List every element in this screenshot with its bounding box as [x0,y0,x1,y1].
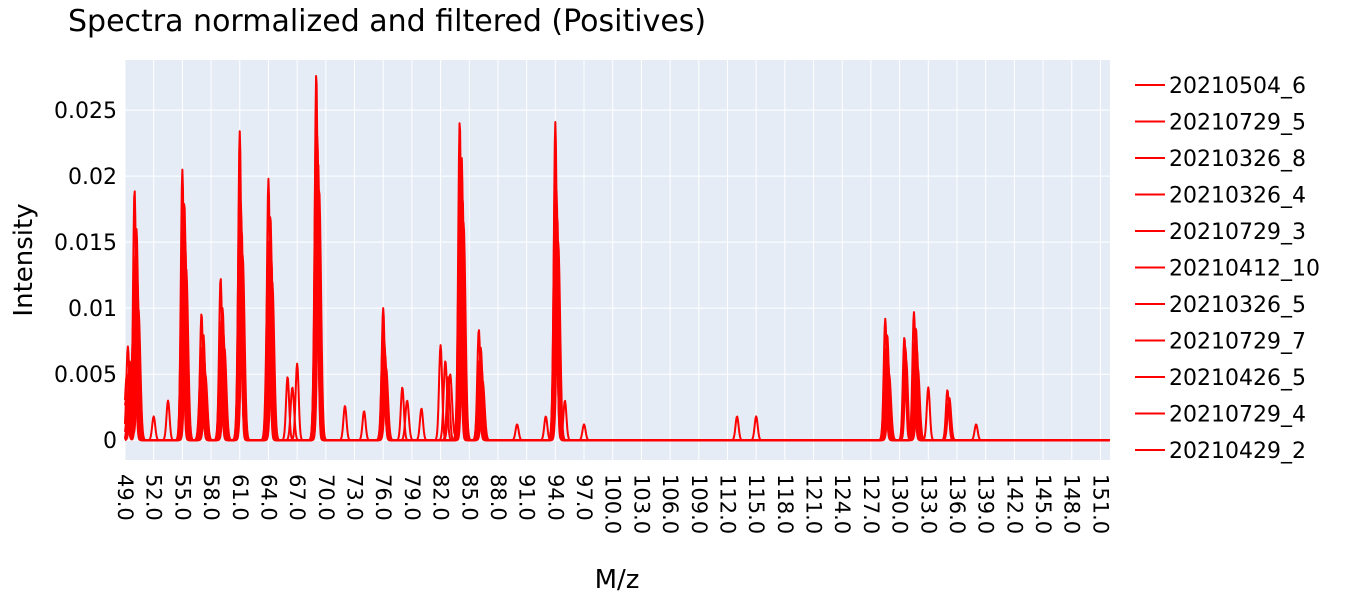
legend-item[interactable]: 20210729_7 [1135,330,1306,355]
legend-item[interactable]: 20210412_10 [1135,257,1320,282]
legend-item[interactable]: 20210429_2 [1135,439,1306,464]
legend-item[interactable]: 20210729_5 [1135,111,1306,136]
x-tick-label: 127.0 [859,474,883,534]
x-tick-label: 136.0 [945,474,969,534]
legend-label: 20210326_8 [1169,147,1306,172]
x-tick-label: 124.0 [830,474,854,534]
y-tick-label: 0.015 [54,231,117,256]
legend-label: 20210426_5 [1169,366,1306,391]
y-tick-label: 0.025 [54,99,117,124]
legend-label: 20210729_7 [1169,330,1306,355]
x-tick-label: 118.0 [773,474,797,534]
x-tick-label: 106.0 [658,474,682,534]
chart-title: Spectra normalized and filtered (Positiv… [68,4,706,39]
x-tick-label: 121.0 [802,474,826,534]
x-tick-label: 145.0 [1031,474,1055,534]
legend-label: 20210412_10 [1169,257,1320,282]
x-tick-label: 76.0 [371,474,395,521]
x-tick-label: 115.0 [744,474,768,534]
legend[interactable]: 20210504_6 20210729_5 20210326_8 20210326_4… [1135,74,1320,464]
x-tick-label: 73.0 [343,474,367,521]
series-lines [124,75,1111,442]
x-tick-label: 142.0 [1002,474,1026,534]
legend-label: 20210729_3 [1169,220,1306,245]
x-tick-label: 85.0 [457,474,481,521]
legend-label: 20210326_5 [1169,293,1306,318]
x-tick-label: 151.0 [1088,474,1112,534]
x-tick-label: 130.0 [888,474,912,534]
y-tick-label: 0.02 [68,165,117,190]
x-tick-label: 94.0 [543,474,567,521]
legend-item[interactable]: 20210326_5 [1135,293,1306,318]
y-tick-label: 0.01 [68,297,117,322]
legend-label: 20210429_2 [1169,439,1306,464]
x-tick-label: 88.0 [486,474,510,521]
legend-label: 20210326_4 [1169,184,1306,209]
x-tick-label: 67.0 [285,474,309,521]
y-tick-label: 0.005 [54,363,117,388]
x-tick-label: 103.0 [629,474,653,534]
x-tick-label: 100.0 [601,474,625,534]
x-tick-label: 58.0 [199,474,223,521]
x-tick-label: 112.0 [715,474,739,534]
x-tick-label: 133.0 [916,474,940,534]
y-tick-label: 0 [103,429,117,454]
legend-item[interactable]: 20210326_8 [1135,147,1306,172]
x-tick-label: 64.0 [256,474,280,521]
x-tick-label: 109.0 [687,474,711,534]
legend-item[interactable]: 20210326_4 [1135,184,1306,209]
x-tick-label: 97.0 [572,474,596,521]
y-axis-ticks: 0 0.005 0.01 0.015 0.02 0.025 [54,99,117,454]
legend-label: 20210729_5 [1169,111,1306,136]
x-tick-label: 55.0 [170,474,194,521]
x-tick-label: 49.0 [113,474,137,521]
legend-item[interactable]: 20210504_6 [1135,74,1306,99]
y-axis-label: Intensity [9,203,39,316]
x-tick-label: 52.0 [142,474,166,521]
x-tick-label: 61.0 [228,474,252,521]
legend-item[interactable]: 20210729_4 [1135,403,1306,428]
x-tick-label: 82.0 [429,474,453,521]
x-tick-label: 70.0 [314,474,338,521]
x-tick-label: 148.0 [1060,474,1084,534]
x-axis-label: M/z [595,565,640,595]
legend-item[interactable]: 20210729_3 [1135,220,1306,245]
x-axis-ticks: 49.0 52.0 55.0 58.0 61.0 64.0 67.0 70.0 73.0 76.0… [113,474,1112,534]
legend-item[interactable]: 20210426_5 [1135,366,1306,391]
series-line [124,248,1111,442]
x-tick-label: 79.0 [400,474,424,521]
legend-label: 20210504_6 [1169,74,1306,99]
x-tick-label: 139.0 [974,474,998,534]
legend-label: 20210729_4 [1169,403,1306,428]
x-tick-label: 91.0 [515,474,539,521]
